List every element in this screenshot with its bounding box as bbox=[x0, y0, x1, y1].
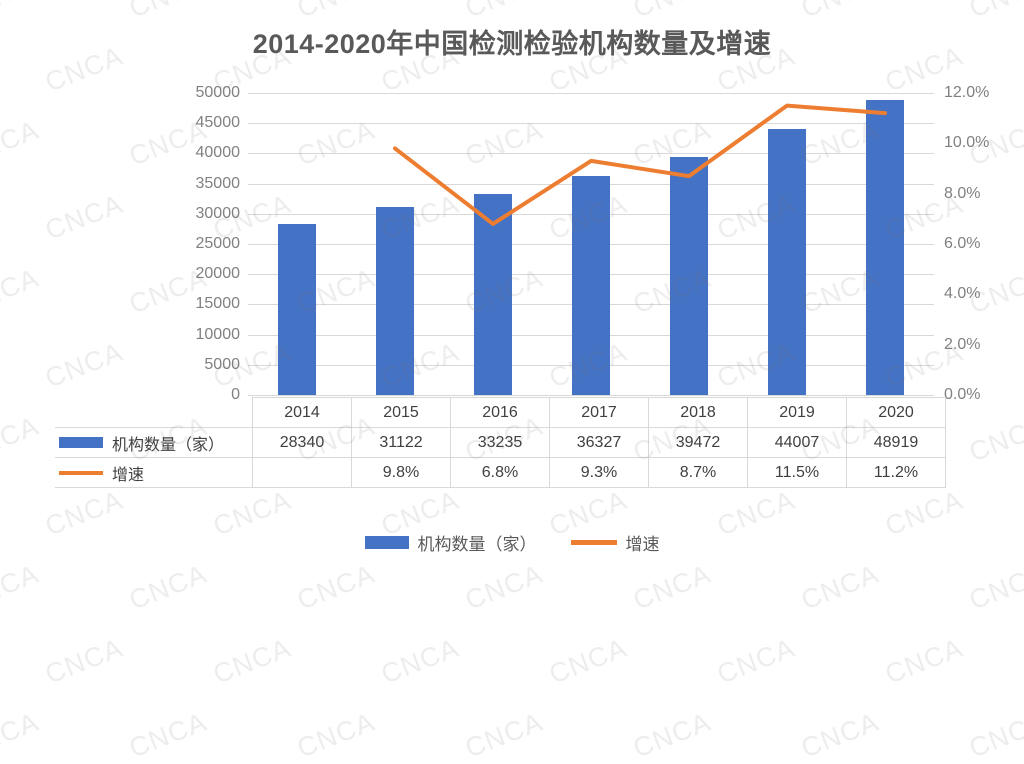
y-axis-right-tick: 8.0% bbox=[944, 184, 981, 202]
table-cell-year: 2018 bbox=[648, 397, 748, 428]
watermark-text: CNCA bbox=[377, 632, 464, 690]
table-cell-growth bbox=[252, 457, 352, 488]
legend-item-growth: 增速 bbox=[570, 530, 660, 555]
legend-item-counts-label: 机构数量（家） bbox=[417, 535, 537, 554]
table-cell-year: 2014 bbox=[252, 397, 352, 428]
table-cell-count: 31122 bbox=[351, 427, 451, 458]
watermark-text: CNCA bbox=[545, 632, 632, 690]
table-cell-count: 36327 bbox=[549, 427, 649, 458]
table-lead-growth: 增速 bbox=[55, 457, 253, 488]
watermark-text: CNCA bbox=[0, 706, 44, 764]
watermark-text: CNCA bbox=[629, 706, 716, 764]
legend-line-swatch-icon bbox=[570, 540, 617, 545]
y-axis-left-tick: 50000 bbox=[195, 84, 241, 101]
data-table: 2014 2015 2016 2017 2018 2019 2020 机构数量（家） 283… bbox=[55, 397, 946, 488]
table-cell-year: 2015 bbox=[351, 397, 451, 428]
gridline bbox=[248, 395, 934, 396]
y-axis-left-tick: 15000 bbox=[195, 295, 241, 313]
legend-item-growth-label: 增速 bbox=[625, 535, 660, 554]
watermark-text: CNCA bbox=[41, 632, 128, 690]
table-cell-growth: 11.2% bbox=[846, 457, 946, 488]
y-axis-left-tick: 10000 bbox=[195, 325, 241, 343]
table-row-growth: 增速 9.8% 6.8% 9.3% 8.7% 11.5% 11.2% bbox=[55, 457, 946, 488]
table-cell-year: 2016 bbox=[450, 397, 550, 428]
table-row-years: 2014 2015 2016 2017 2018 2019 2020 bbox=[55, 397, 946, 428]
legend-item-counts: 机构数量（家） bbox=[364, 530, 537, 555]
table-cell-count: 48919 bbox=[846, 427, 946, 458]
y-axis-right-tick: 2.0% bbox=[944, 335, 981, 353]
table-lead-growth-label: 增速 bbox=[112, 466, 145, 484]
watermark-text: CNCA bbox=[125, 706, 212, 764]
chart-figure: 2014-2020年中国检测检验机构数量及增速 0 5000 10000 15000 2… bbox=[0, 29, 1024, 555]
y-axis-right-tick: 0.0% bbox=[944, 386, 981, 403]
table-cell-year: 2017 bbox=[549, 397, 649, 428]
y-axis-left-tick: 30000 bbox=[195, 204, 241, 222]
table-cell-count: 39472 bbox=[648, 427, 748, 458]
y-axis-right-tick: 4.0% bbox=[944, 285, 981, 303]
table-cell-count: 28340 bbox=[252, 427, 352, 458]
y-axis-left-tick: 40000 bbox=[195, 144, 241, 162]
legend-bar-swatch-icon bbox=[364, 536, 409, 549]
gridline bbox=[248, 123, 934, 124]
table-cell-growth: 9.3% bbox=[549, 457, 649, 488]
watermark-text: CNCA bbox=[881, 632, 968, 690]
table-cell-year: 2019 bbox=[747, 397, 847, 428]
gridline bbox=[248, 153, 934, 154]
bar bbox=[278, 223, 316, 395]
gridline bbox=[248, 93, 934, 94]
table-lead-blank bbox=[55, 398, 253, 428]
bar bbox=[572, 175, 610, 395]
y-axis-left-tick: 0 bbox=[231, 386, 240, 403]
table-cell-growth: 11.5% bbox=[747, 457, 847, 488]
watermark-text: CNCA bbox=[293, 706, 380, 764]
plot-area bbox=[248, 93, 934, 396]
line-series bbox=[393, 103, 887, 226]
line-swatch-icon bbox=[59, 470, 103, 475]
bar bbox=[866, 99, 904, 395]
y-axis-left-tick: 25000 bbox=[195, 235, 241, 252]
table-lead-counts: 机构数量（家） bbox=[55, 427, 253, 458]
table-row-counts: 机构数量（家） 28340 31122 33235 36327 39472 44007 48… bbox=[55, 427, 946, 458]
bar bbox=[670, 156, 708, 395]
y-axis-right-tick: 6.0% bbox=[944, 235, 981, 252]
bar bbox=[474, 194, 512, 395]
chart-title: 2014-2020年中国检测检验机构数量及增速 bbox=[252, 29, 772, 59]
chart-legend: 机构数量（家） 增速 bbox=[0, 530, 1024, 555]
y-axis-left-tick: 35000 bbox=[195, 174, 241, 192]
watermark-text: CNCA bbox=[209, 632, 296, 690]
watermark-text: CNCA bbox=[461, 706, 548, 764]
y-axis-left-tick: 20000 bbox=[195, 265, 241, 283]
growth-line-path bbox=[393, 103, 887, 226]
table-cell-growth: 8.7% bbox=[648, 457, 748, 488]
table-cell-count: 33235 bbox=[450, 427, 550, 458]
table-cell-year: 2020 bbox=[846, 397, 946, 428]
y-axis-left-tick: 5000 bbox=[204, 355, 240, 373]
bar bbox=[376, 207, 414, 395]
table-cell-growth: 9.8% bbox=[351, 457, 451, 488]
y-axis-right-tick: 12.0% bbox=[944, 84, 990, 101]
table-cell-count: 44007 bbox=[747, 427, 847, 458]
watermark-text: CNCA bbox=[797, 706, 884, 764]
y-axis-right-tick: 10.0% bbox=[944, 134, 990, 152]
table-cell-growth: 6.8% bbox=[450, 457, 550, 488]
y-axis-left-tick: 45000 bbox=[195, 114, 241, 132]
watermark-text: CNCA bbox=[965, 706, 1024, 764]
watermark-text: CNCA bbox=[713, 632, 800, 690]
bar-swatch-icon bbox=[59, 437, 103, 448]
bar bbox=[768, 129, 806, 395]
table-lead-counts-label: 机构数量（家） bbox=[112, 436, 225, 454]
